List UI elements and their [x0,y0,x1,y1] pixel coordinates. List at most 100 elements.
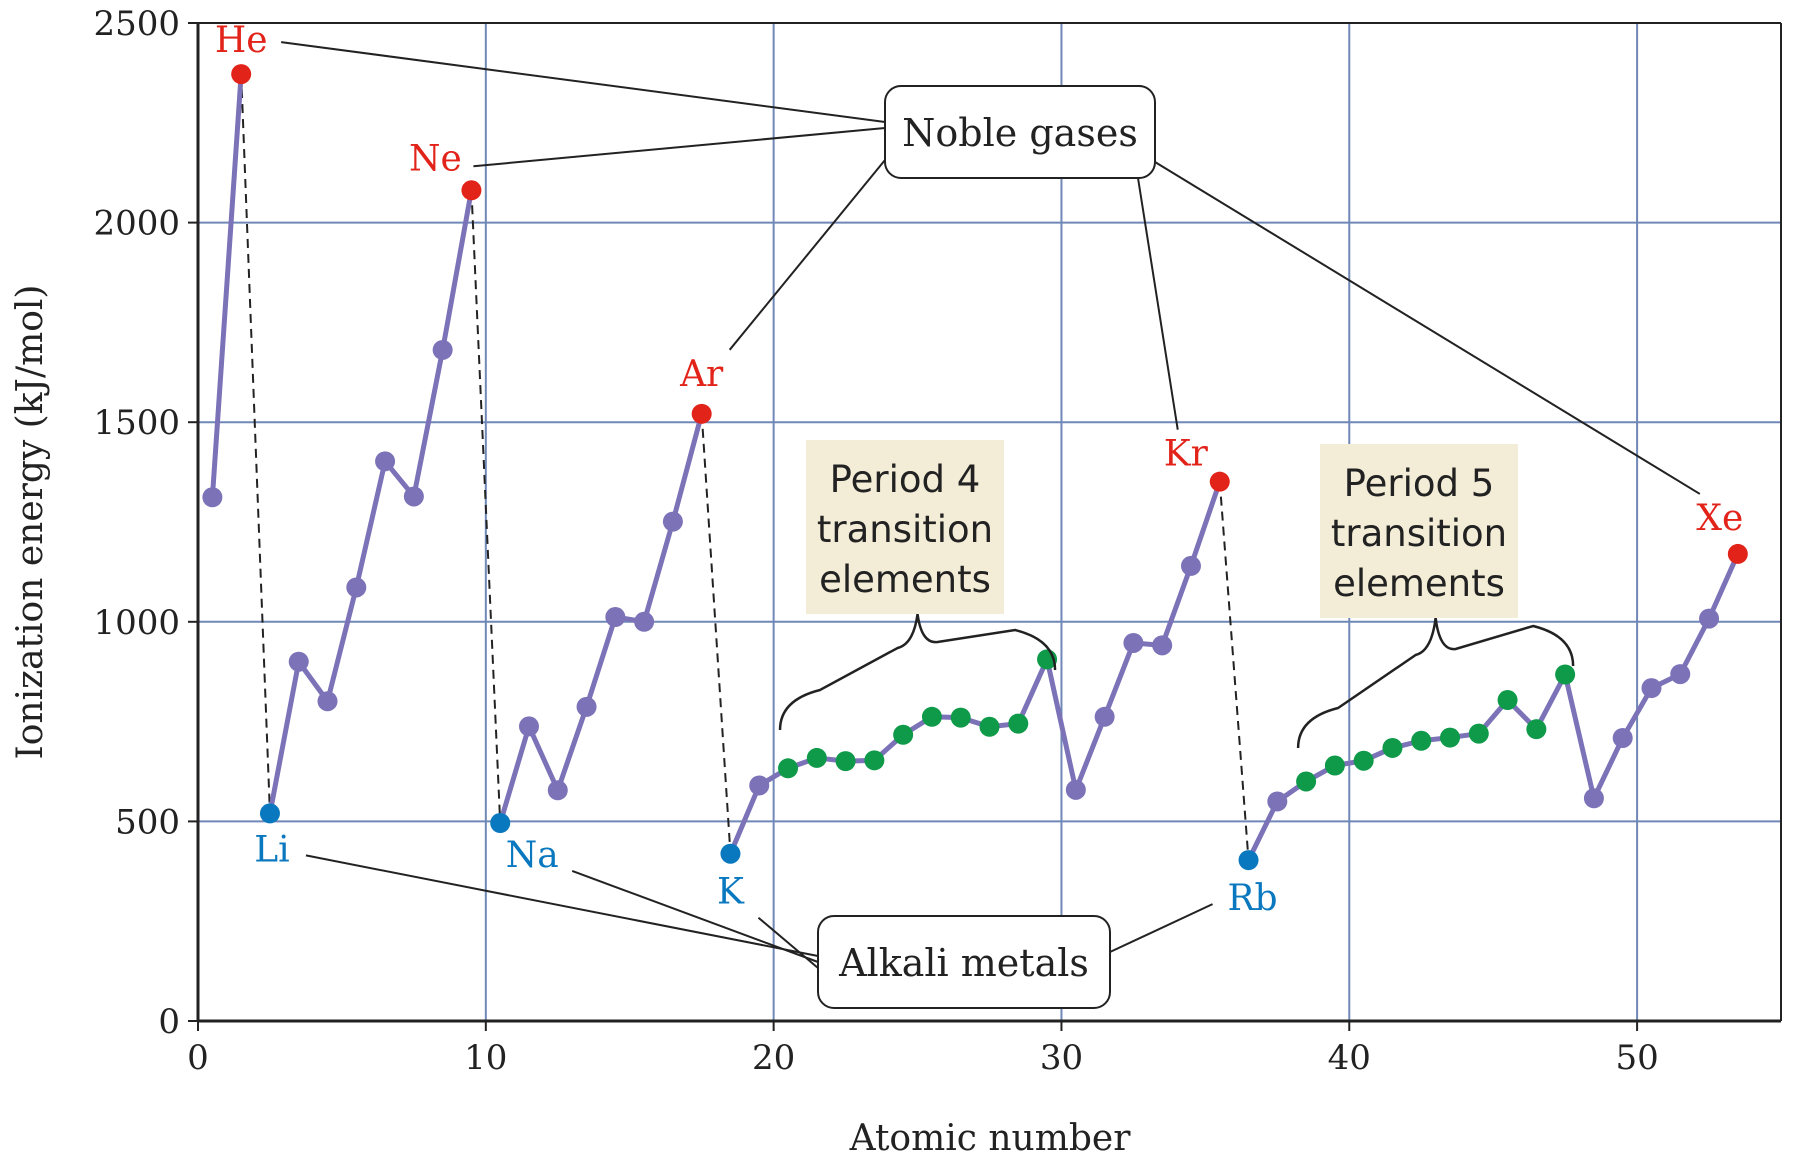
alkali-leader-li [305,854,819,957]
element-label-ar: Ar [679,354,724,395]
period4-callout-box [806,440,1004,614]
other-point [375,451,396,472]
y-tick-label: 2500 [93,4,180,44]
x-tick-label: 0 [187,1038,209,1078]
noble-leader-ne [473,127,886,168]
y-tick-label: 500 [115,802,180,842]
leader-lines [281,41,1701,969]
transition-point [1411,730,1432,751]
ionization-line [209,73,1741,862]
alkali-point [259,803,280,824]
drop-lines [240,74,1250,861]
period5-line1: Period 5 [1344,462,1495,505]
other-point [202,487,223,508]
element-labels: He Li Ne Na Ar K Kr Rb Xe [215,20,1743,919]
element-label-he: He [215,20,268,61]
noble-gases-box [884,85,1156,179]
other-point [1641,678,1662,699]
noble-leader-he [281,41,886,123]
period5-line2: transition [1331,512,1507,555]
transition-point [1526,719,1547,740]
drop-line [1218,481,1250,861]
other-point [288,651,309,672]
transition-point [1296,771,1317,792]
y-tick-label: 0 [158,1002,180,1042]
noble-point [1209,471,1230,492]
other-point [518,716,539,737]
transition-point [893,724,914,745]
grid-lines [198,23,1781,1021]
noble-leader-xe [1154,161,1701,495]
transition-point [806,747,827,768]
element-label-kr: Kr [1164,434,1209,475]
transition-point [1468,723,1489,744]
alkali-metals-callout: Alkali metals [817,915,1111,1009]
other-point [1180,555,1201,576]
x-tick-label: 30 [1040,1038,1083,1078]
period5-callout-box [1320,444,1518,618]
x-tick-label: 40 [1328,1038,1371,1078]
period4-brace [778,613,1057,731]
transition-point [1382,737,1403,758]
noble-leader-kr [1137,177,1179,430]
other-point [634,611,655,632]
transition-point [1497,690,1518,711]
noble-leader-ar [728,159,886,351]
data-points [202,64,1748,871]
series-line [209,73,1741,862]
alkali-point [720,843,741,864]
alkali-point [1238,850,1259,871]
element-label-li: Li [254,829,289,870]
period4-line2: transition [817,508,993,551]
element-label-ne: Ne [409,138,462,179]
other-point [403,486,424,507]
noble-point [1727,543,1748,564]
period5-line3: elements [1333,562,1505,605]
alkali-leader-rb [1109,903,1213,953]
transition-point [864,750,885,771]
alkali-leader-na [571,870,819,963]
other-point [317,691,338,712]
transition-point [1440,727,1461,748]
other-point [1152,635,1173,656]
other-point [432,339,453,360]
y-tick-label: 1000 [93,603,180,643]
other-point [1583,788,1604,809]
other-point [576,696,597,717]
other-point [1699,608,1720,629]
transition-point [778,758,799,779]
transition-point [1324,755,1345,776]
other-point [547,780,568,801]
alkali-metals-box [817,915,1111,1009]
alkali-leader-k [757,916,819,969]
transition-point [950,707,971,728]
y-tick-label: 1500 [93,403,180,443]
other-point [1670,664,1691,685]
other-point [1123,632,1144,653]
transition-point [979,716,1000,737]
axes [196,22,1782,1023]
element-label-na: Na [506,835,559,876]
period4-line3: elements [819,558,991,601]
y-tick-label: 2000 [93,204,180,244]
other-point [662,511,683,532]
period5-callout: Period 5 transition elements [1320,444,1518,618]
noble-gases-callout: Noble gases [884,85,1156,179]
other-point [605,607,626,628]
period4-line1: Period 4 [830,458,981,501]
y-axis-title: Ionization energy (kJ/mol) [10,285,51,760]
noble-gases-text: Noble gases [902,111,1138,155]
drop-line [700,413,732,854]
other-point [1094,706,1115,727]
other-point [1267,791,1288,812]
alkali-point [490,812,511,833]
other-point [1065,779,1086,800]
other-point [749,775,770,796]
transition-point [1555,664,1576,685]
element-label-xe: Xe [1696,498,1743,539]
other-point [1612,727,1633,748]
drop-line [470,190,502,824]
element-label-k: K [717,872,745,913]
